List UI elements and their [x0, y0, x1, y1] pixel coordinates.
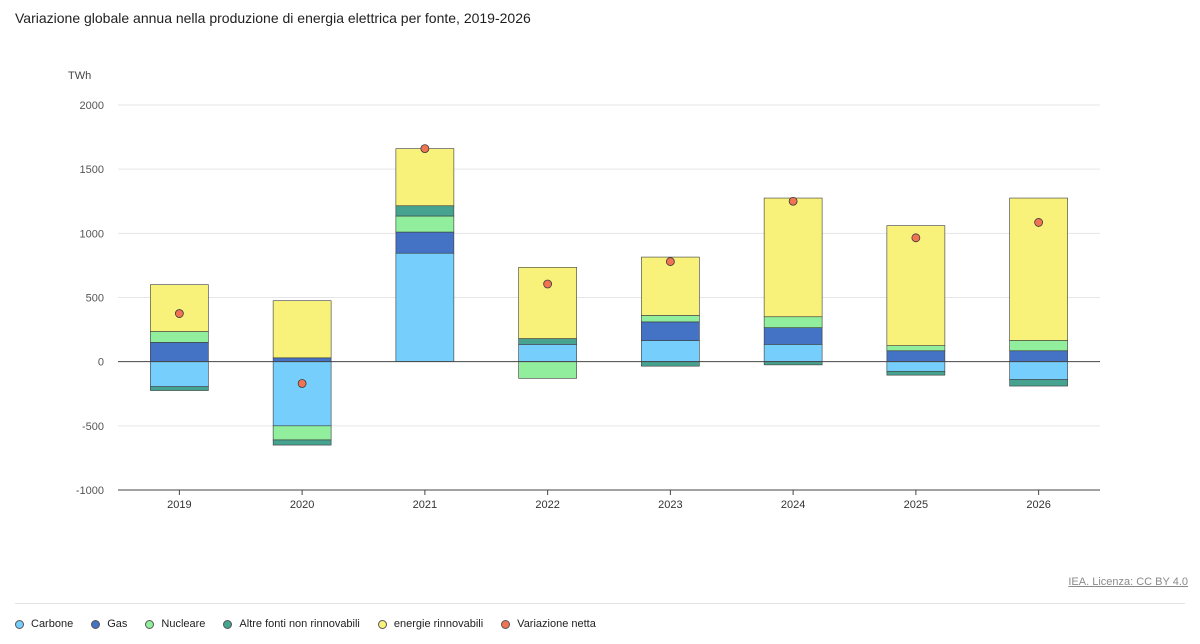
- y-tick-label: -500: [82, 421, 104, 433]
- legend-label: Altre fonti non rinnovabili: [239, 618, 360, 630]
- bar-segment-carbone-2020[interactable]: [272, 361, 332, 427]
- y-tick-label: -1000: [76, 485, 104, 497]
- bar-segment-nucleare-2020[interactable]: [272, 425, 332, 441]
- x-axis-ticks: 2019 2020 2021 2022 2023 2024 2025 2026: [167, 490, 1051, 511]
- legend-swatch-icon: [223, 619, 233, 629]
- net-change-marker-2020[interactable]: [297, 379, 307, 388]
- bar-segment-altre-fonti-non-rinnovabili-2022[interactable]: [518, 338, 577, 345]
- x-tick-label: 2024: [781, 499, 805, 511]
- bar-segment-nucleare-2026[interactable]: [1009, 340, 1068, 352]
- legend-label: energie rinnovabili: [393, 618, 484, 630]
- bar-segment-energie-rinnovabili-2019[interactable]: [150, 284, 209, 332]
- bar-segment-gas-2024[interactable]: [763, 327, 823, 345]
- x-tick-label: 2021: [413, 499, 437, 511]
- y-tick-label: 500: [86, 293, 104, 305]
- x-tick-label: 2025: [904, 499, 928, 511]
- y-tick-label: 1500: [80, 164, 104, 176]
- legend-label: Carbone: [31, 618, 74, 630]
- bar-segment-nucleare-2024[interactable]: [763, 316, 823, 328]
- zero-line: [118, 361, 1100, 491]
- bar-segment-altre-fonti-non-rinnovabili-2025[interactable]: [886, 370, 946, 376]
- net-change-marker-2021[interactable]: [420, 144, 430, 154]
- legend-label: Variazione netta: [517, 618, 596, 630]
- bar-segment-energie-rinnovabili-2025[interactable]: [886, 225, 946, 346]
- bar-segment-energie-rinnovabili-2020[interactable]: [272, 300, 332, 359]
- source-link[interactable]: IEA. Licenza: CC BY 4.0: [1068, 576, 1188, 588]
- bar-segment-altre-fonti-non-rinnovabili-2019[interactable]: [150, 386, 209, 391]
- y-tick-label: 2000: [80, 100, 104, 112]
- net-change-markers: [174, 144, 1044, 388]
- legend-item-variazione-netta[interactable]: Variazione netta: [501, 618, 596, 630]
- legend-item-altre-fonti-non-rinnovabili[interactable]: Altre fonti non rinnovabili: [223, 618, 360, 630]
- bar-segment-gas-2026[interactable]: [1009, 350, 1068, 362]
- bars: [150, 148, 1068, 446]
- bar-segment-gas-2021[interactable]: [395, 231, 455, 254]
- net-change-marker-2019[interactable]: [174, 309, 184, 318]
- x-tick-label: 2020: [290, 499, 314, 511]
- bar-segment-energie-rinnovabili-2023[interactable]: [641, 256, 700, 316]
- legend-swatch-icon: [145, 619, 155, 629]
- bar-segment-altre-fonti-non-rinnovabili-2021[interactable]: [395, 205, 455, 217]
- bar-segment-nucleare-2025[interactable]: [886, 345, 946, 352]
- y-axis-ticks: 2000 1500 1000 500 0 -500 -1000: [76, 100, 104, 497]
- net-change-marker-2024[interactable]: [788, 196, 798, 206]
- legend-label: Gas: [107, 618, 128, 630]
- legend-divider: [15, 603, 1185, 604]
- legend-label: Nucleare: [161, 618, 206, 630]
- net-change-marker-2026[interactable]: [1034, 218, 1044, 227]
- bar-segment-energie-rinnovabili-2021[interactable]: [395, 148, 455, 207]
- net-change-marker-2025[interactable]: [911, 233, 921, 243]
- legend: Carbone Gas Nucleare Altre fonti non rinnov…: [15, 618, 596, 630]
- bar-segment-carbone-2019[interactable]: [150, 361, 209, 387]
- net-change-marker-2023[interactable]: [665, 257, 675, 266]
- legend-item-gas[interactable]: Gas: [91, 618, 127, 630]
- legend-swatch-icon: [501, 619, 511, 629]
- chart-title: Variazione globale annua nella produzion…: [15, 10, 531, 26]
- x-tick-label: 2026: [1026, 499, 1050, 511]
- x-tick-label: 2023: [658, 499, 682, 511]
- bar-segment-gas-2020[interactable]: [272, 357, 332, 362]
- bar-segment-gas-2025[interactable]: [886, 350, 946, 362]
- bar-segment-energie-rinnovabili-2024[interactable]: [763, 197, 823, 318]
- x-tick-label: 2022: [535, 499, 559, 511]
- y-tick-label: 1000: [80, 228, 104, 240]
- bar-segment-carbone-2021[interactable]: [395, 252, 455, 362]
- bar-segment-nucleare-2022[interactable]: [518, 361, 577, 379]
- legend-item-energie-rinnovabili[interactable]: energie rinnovabili: [377, 618, 484, 630]
- legend-item-carbone[interactable]: Carbone: [15, 618, 73, 630]
- bar-segment-nucleare-2021[interactable]: [395, 215, 455, 233]
- bar-segment-carbone-2026[interactable]: [1009, 361, 1068, 380]
- bar-segment-gas-2019[interactable]: [150, 342, 209, 362]
- legend-swatch-icon: [377, 619, 387, 629]
- gridlines: [118, 104, 1100, 427]
- bar-segment-carbone-2023[interactable]: [641, 340, 700, 362]
- bar-segment-energie-rinnovabili-2022[interactable]: [518, 267, 577, 339]
- net-change-marker-2022[interactable]: [543, 279, 553, 289]
- legend-swatch-icon: [91, 619, 101, 629]
- bar-segment-altre-fonti-non-rinnovabili-2026[interactable]: [1009, 379, 1068, 387]
- x-tick-label: 2019: [167, 499, 191, 511]
- bar-segment-gas-2023[interactable]: [641, 321, 700, 341]
- y-tick-label: 0: [98, 357, 104, 369]
- bar-segment-carbone-2025[interactable]: [886, 361, 946, 372]
- y-axis-unit-label: TWh: [68, 70, 91, 82]
- bar-segment-carbone-2024[interactable]: [763, 344, 823, 362]
- bar-segment-altre-fonti-non-rinnovabili-2023[interactable]: [641, 361, 700, 367]
- legend-swatch-icon: [15, 619, 24, 629]
- legend-item-nucleare[interactable]: Nucleare: [145, 618, 205, 630]
- bar-segment-nucleare-2019[interactable]: [150, 331, 209, 343]
- bar-segment-altre-fonti-non-rinnovabili-2020[interactable]: [272, 439, 332, 446]
- bar-segment-nucleare-2023[interactable]: [641, 315, 700, 323]
- bar-segment-carbone-2022[interactable]: [518, 344, 577, 362]
